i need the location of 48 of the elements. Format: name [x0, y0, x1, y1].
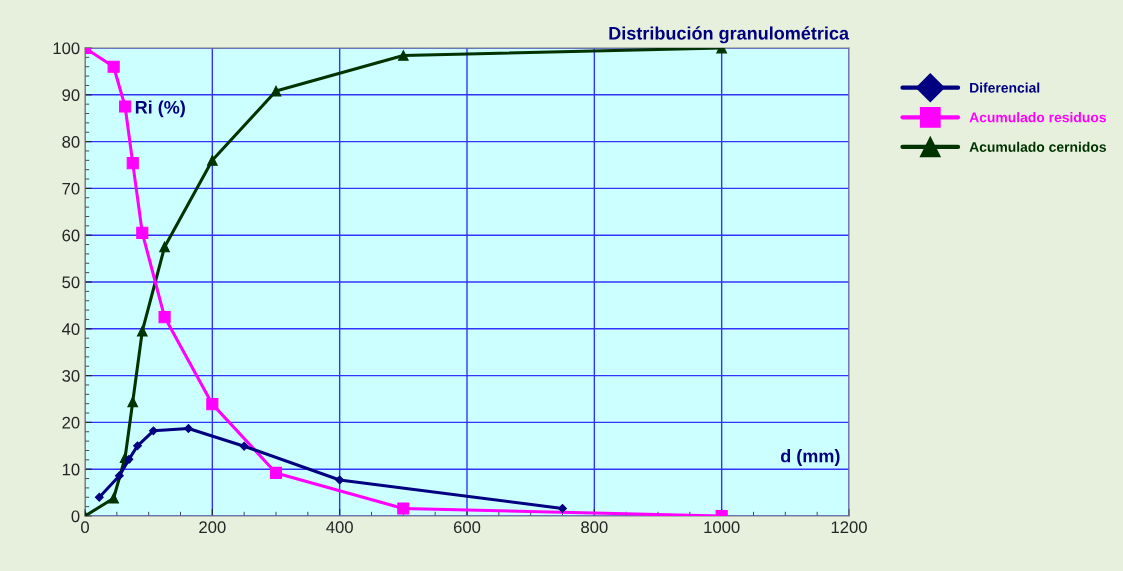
- point: [335, 475, 345, 485]
- point: [184, 424, 193, 433]
- point: [127, 396, 139, 408]
- x-tick-label: 600: [453, 521, 481, 534]
- point: [158, 311, 171, 324]
- point: [397, 502, 410, 515]
- y-tick-label: 80: [62, 136, 80, 148]
- x-tick-label: 200: [199, 521, 226, 534]
- point: [148, 426, 158, 436]
- point: [107, 60, 120, 73]
- annotation: Ri (%): [135, 100, 185, 118]
- y-tick-label: 30: [62, 370, 80, 382]
- point: [239, 441, 249, 451]
- point: [159, 241, 170, 253]
- y-tick-label: 50: [62, 276, 80, 289]
- point: [136, 226, 149, 239]
- point: [126, 157, 139, 170]
- point: [206, 154, 218, 166]
- legend-label: Acumulado cernidos: [969, 141, 1106, 152]
- y-tick-label: 10: [62, 463, 80, 476]
- x-tick-label: 1200: [831, 521, 867, 534]
- point: [119, 100, 132, 113]
- point: [269, 466, 283, 480]
- annotation: d (mm): [780, 449, 840, 466]
- y-tick-label: 70: [62, 182, 80, 195]
- y-tick-label: 90: [62, 89, 80, 101]
- point: [108, 492, 120, 504]
- y-tick-label: 60: [62, 229, 80, 242]
- x-tick-label: 800: [581, 521, 608, 534]
- point: [558, 504, 567, 513]
- y-tick-label: 40: [61, 323, 80, 335]
- legend-label: Acumulado residuos: [969, 112, 1106, 123]
- legend-label: Diferencial: [970, 82, 1040, 93]
- point: [136, 325, 148, 337]
- point: [114, 471, 124, 481]
- chart-title: Distribución granulométrica: [609, 26, 850, 44]
- y-tick-label: 20: [62, 416, 80, 429]
- x-tick-label: 0: [81, 521, 89, 534]
- point: [206, 398, 219, 411]
- point: [124, 454, 134, 464]
- x-tick-label: 400: [326, 521, 353, 534]
- point: [133, 441, 142, 451]
- x-tick-label: 1000: [704, 521, 740, 534]
- point: [94, 492, 104, 502]
- y-tick-label: 100: [53, 42, 80, 55]
- y-tick-label: 0: [71, 510, 80, 523]
- point: [270, 85, 282, 97]
- point: [397, 50, 409, 61]
